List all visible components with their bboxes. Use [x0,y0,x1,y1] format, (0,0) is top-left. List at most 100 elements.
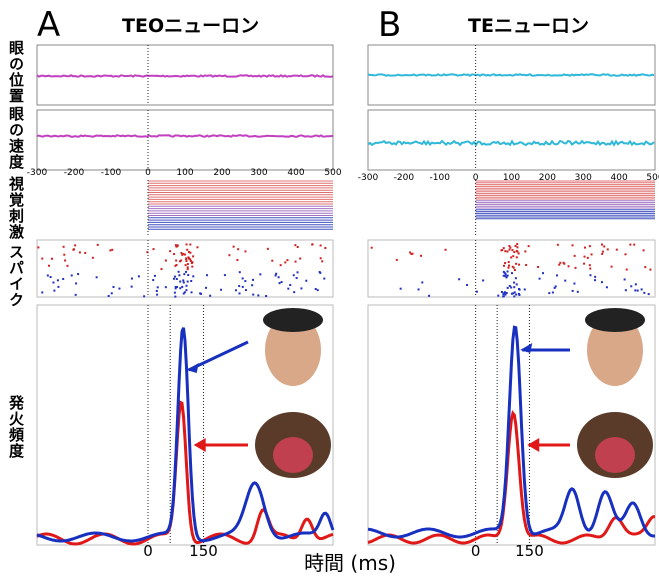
spike [257,294,259,296]
spike [601,281,603,283]
spike [41,291,43,293]
spike [196,246,198,248]
spike [157,286,159,288]
spike [265,295,267,297]
spike [584,247,586,249]
x-tick-label: 100 [176,168,193,178]
spike [574,255,576,257]
spike [186,249,188,251]
spike [50,276,52,278]
spike [281,281,283,283]
spike [156,290,158,292]
spike [557,244,559,246]
spike [187,281,189,283]
spike [185,289,187,291]
spike [559,262,561,264]
spike [458,278,460,280]
spike [185,258,187,260]
spike [185,264,187,266]
spike [297,271,299,273]
spike [601,253,603,255]
spike [179,260,181,262]
spike [275,273,277,275]
spike [72,249,74,251]
spike [305,280,307,282]
spike [320,244,322,246]
spike [507,275,509,277]
arrow-head [194,438,206,452]
spike [589,245,591,247]
spike [109,249,111,251]
spike [237,248,239,250]
spike [513,267,515,269]
spike [518,294,520,296]
spike [183,281,185,283]
spike [548,292,550,294]
spike [295,261,297,263]
spike [239,292,241,294]
spike [418,288,420,290]
spike [176,278,178,280]
spike [594,276,596,278]
hair [263,308,323,332]
spike [396,259,398,261]
spike [185,260,187,262]
spike [512,255,514,257]
spike [513,251,515,253]
spike [317,289,319,291]
eye-trace [37,75,333,76]
spike [633,244,635,246]
spike [235,289,237,291]
spike [271,260,273,262]
spike [156,294,158,296]
spike [75,282,77,284]
spike [519,289,521,291]
spike [515,263,517,265]
spike [616,249,618,251]
spike [238,285,240,287]
spike [525,264,527,266]
spike [252,294,254,296]
x-tick-label: -300 [358,173,379,183]
spike [524,288,526,290]
spike [476,291,478,293]
spike [75,294,77,296]
x-tick-label: -100 [430,173,451,183]
spike [510,287,512,289]
spike [420,255,422,257]
spike [289,284,291,286]
spike [648,293,650,295]
spike [209,295,211,297]
spike [603,245,605,247]
chart: 時間 (ms) ATEOニューロン-300-200-10001002003004… [0,0,659,579]
spike [643,292,645,294]
spike [315,288,317,290]
spike [300,287,302,289]
spike [507,287,509,289]
figure: 眼の位置 眼の速度 視覚刺激 スパイク 発火頻度 時間 (ms) ATEOニュー… [0,0,659,579]
spike [589,268,591,270]
spike [501,291,503,293]
spike [184,254,186,256]
spike [502,293,504,295]
spike [515,245,517,247]
spike [96,276,98,278]
spike [267,248,269,250]
spike [611,266,613,268]
spike [537,266,539,268]
spike [57,279,59,281]
spike [504,250,506,252]
spike [53,290,55,292]
time-label: 0 [143,542,153,560]
spike [554,287,556,289]
spike [175,287,177,289]
spike [175,246,177,248]
spike [371,247,373,249]
spike [160,268,162,270]
spike [205,287,207,289]
spike [182,279,184,281]
spike [515,277,517,279]
spike [183,273,185,275]
spike [92,257,94,259]
spike [409,251,411,253]
